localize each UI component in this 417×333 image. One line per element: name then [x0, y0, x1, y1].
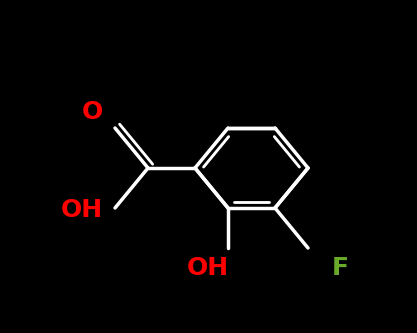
Text: OH: OH	[61, 198, 103, 222]
Text: F: F	[332, 256, 349, 280]
Text: OH: OH	[187, 256, 229, 280]
Text: O: O	[81, 100, 103, 124]
